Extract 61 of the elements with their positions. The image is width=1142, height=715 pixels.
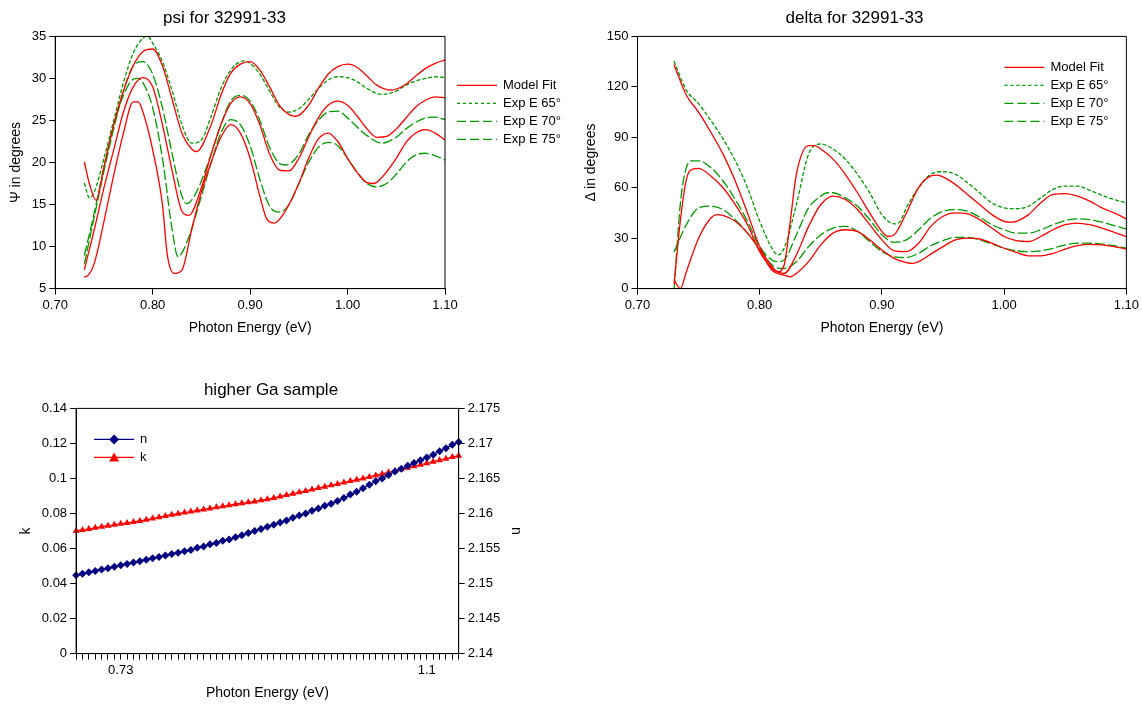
y-tick-label: 0.04	[41, 575, 68, 591]
x-tick-label: 1.00	[991, 296, 1017, 312]
y-tick-label: 30	[31, 70, 47, 86]
y2-tick-label: 2.165	[467, 470, 501, 486]
x-tick-label: 1.10	[432, 296, 458, 312]
y2-tick-label: 2.15	[467, 575, 493, 591]
y-tick-label: 20	[31, 154, 47, 170]
x-axis-title: Photon Energy (eV)	[188, 319, 312, 336]
x-tick-label: 1.10	[1113, 296, 1140, 312]
y-tick-label: 0.1	[49, 470, 68, 486]
y2-tick-label: 2.14	[467, 645, 493, 661]
y-tick-label: 0.14	[41, 399, 68, 415]
y-tick-label: 150	[606, 27, 629, 43]
x-tick-label: 0.73	[108, 661, 134, 677]
y-tick-label: 35	[31, 27, 47, 43]
chart-title: higher Ga sample	[203, 379, 339, 399]
x-axis-title: Photon Energy (eV)	[820, 319, 944, 336]
x-tick-label: 0.90	[869, 296, 895, 312]
y2-tick-label: 2.155	[467, 540, 501, 556]
x-tick-label: 0.90	[237, 296, 263, 312]
chart-title: delta for 32991-33	[785, 7, 924, 27]
y2-axis-title: n	[508, 527, 525, 535]
x-tick-label: 0.70	[42, 296, 68, 312]
y-tick-label: 0.02	[41, 610, 68, 626]
y-tick-label: 30	[614, 229, 629, 245]
y-tick-label: 0	[59, 645, 68, 661]
legend-label: Model Fit	[1050, 58, 1105, 74]
legend-label: Exp E 65°	[503, 94, 561, 110]
y-axis-title: Δ in degrees	[582, 123, 599, 202]
y-tick-label: 10	[31, 238, 47, 254]
x-tick-label: 1.00	[334, 296, 361, 312]
y-axis-title: Ψ in degrees	[7, 122, 24, 203]
y-tick-label: 0.08	[41, 505, 68, 521]
y-tick-label: 5	[39, 280, 47, 296]
legend-label: k	[140, 448, 148, 464]
legend-label: Exp E 70°	[503, 112, 561, 128]
x-tick-label: 0.70	[624, 296, 651, 312]
x-axis-title: Photon Energy (eV)	[205, 684, 329, 701]
y-tick-label: 0	[621, 280, 629, 296]
legend-label: Model Fit	[503, 76, 557, 92]
y-tick-label: 90	[614, 128, 629, 144]
legend-label: n	[140, 430, 148, 446]
x-tick-label: 1.1	[417, 661, 436, 677]
chart-title: psi for 32991-33	[163, 7, 286, 27]
y-tick-label: 15	[31, 196, 47, 212]
x-tick-label: 0.80	[140, 296, 166, 312]
y-tick-label: 0.06	[41, 540, 68, 556]
y2-tick-label: 2.145	[467, 610, 501, 626]
legend-label: Exp E 75°	[503, 130, 561, 146]
y-tick-label: 120	[606, 78, 629, 94]
legend-label: Exp E 65°	[1050, 76, 1109, 92]
y-axis-title: k	[17, 526, 34, 535]
y-tick-label: 60	[614, 179, 629, 195]
y-tick-label: 25	[31, 112, 47, 128]
y2-tick-label: 2.17	[467, 435, 493, 451]
legend-label: Exp E 75°	[1050, 112, 1109, 128]
x-tick-label: 0.80	[747, 296, 773, 312]
y2-tick-label: 2.16	[467, 505, 493, 521]
y2-tick-label: 2.175	[467, 399, 501, 415]
legend-label: Exp E 70°	[1050, 94, 1109, 110]
y-tick-label: 0.12	[41, 435, 68, 451]
